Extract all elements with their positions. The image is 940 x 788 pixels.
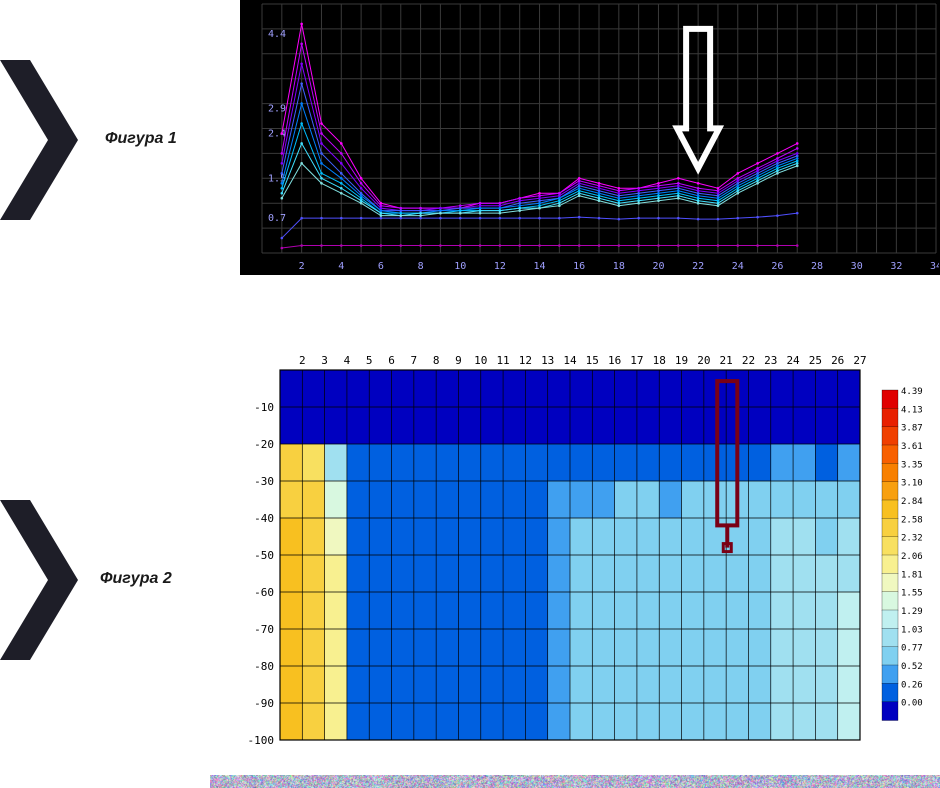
svg-text:34: 34 — [930, 261, 940, 272]
svg-text:1.55: 1.55 — [901, 589, 923, 599]
svg-text:1.03: 1.03 — [901, 625, 923, 635]
svg-text:0.52: 0.52 — [901, 662, 923, 672]
svg-text:5: 5 — [366, 354, 373, 367]
svg-text:3.35: 3.35 — [901, 460, 923, 470]
svg-text:20: 20 — [697, 354, 710, 367]
svg-text:28: 28 — [811, 261, 823, 272]
svg-text:2.9: 2.9 — [268, 104, 286, 115]
svg-text:9: 9 — [455, 354, 462, 367]
svg-text:15: 15 — [586, 354, 599, 367]
svg-text:2: 2 — [299, 261, 305, 272]
svg-text:18: 18 — [653, 354, 666, 367]
svg-text:-70: -70 — [254, 623, 274, 636]
svg-text:12: 12 — [519, 354, 532, 367]
svg-text:4.4: 4.4 — [268, 29, 286, 40]
svg-text:3.87: 3.87 — [901, 424, 923, 434]
svg-text:-40: -40 — [254, 512, 274, 525]
svg-text:19: 19 — [675, 354, 688, 367]
svg-text:4.39: 4.39 — [901, 387, 923, 397]
svg-text:17: 17 — [630, 354, 643, 367]
svg-text:11: 11 — [496, 354, 509, 367]
svg-text:12: 12 — [494, 261, 506, 272]
svg-text:10: 10 — [454, 261, 466, 272]
svg-text:8: 8 — [433, 354, 440, 367]
svg-text:-80: -80 — [254, 660, 274, 673]
svg-text:2.32: 2.32 — [901, 534, 923, 544]
svg-text:2.84: 2.84 — [901, 497, 923, 507]
figure-1-label: Фигура 1 — [105, 130, 177, 148]
svg-text:0.26: 0.26 — [901, 680, 923, 690]
color-legend: 4.39 4.13 3.87 3.61 3.35 3.10 2.84 2.58 2.32 2.06… — [882, 387, 923, 721]
svg-text:-10: -10 — [254, 401, 274, 414]
svg-text:4: 4 — [344, 354, 351, 367]
svg-text:1.29: 1.29 — [901, 607, 923, 617]
svg-text:6: 6 — [388, 354, 395, 367]
svg-text:26: 26 — [771, 261, 783, 272]
svg-text:0.00: 0.00 — [901, 699, 923, 709]
pointer-shape-1 — [0, 60, 80, 220]
svg-text:30: 30 — [851, 261, 863, 272]
svg-text:-50: -50 — [254, 549, 274, 562]
svg-text:6: 6 — [378, 261, 384, 272]
svg-text:14: 14 — [534, 261, 546, 272]
svg-text:25: 25 — [809, 354, 822, 367]
svg-text:24: 24 — [786, 354, 800, 367]
svg-text:0.7: 0.7 — [268, 213, 286, 224]
noise-strip — [210, 775, 940, 788]
svg-text:27: 27 — [853, 354, 866, 367]
svg-text:-100: -100 — [248, 734, 275, 747]
svg-text:10: 10 — [474, 354, 487, 367]
svg-text:7: 7 — [411, 354, 418, 367]
chart-1-line: 2468101214161820222426283032340.71.52.42… — [240, 0, 940, 275]
svg-text:18: 18 — [613, 261, 625, 272]
svg-text:16: 16 — [608, 354, 621, 367]
svg-text:3.10: 3.10 — [901, 479, 923, 489]
svg-text:22: 22 — [692, 261, 704, 272]
svg-text:-20: -20 — [254, 438, 274, 451]
svg-text:20: 20 — [652, 261, 664, 272]
svg-text:4.13: 4.13 — [901, 405, 923, 415]
svg-text:32: 32 — [890, 261, 902, 272]
svg-text:2: 2 — [299, 354, 306, 367]
svg-text:0.77: 0.77 — [901, 644, 923, 654]
svg-text:24: 24 — [732, 261, 744, 272]
chart-2-heatmap: 2345678910111213141516171819202122232425… — [240, 350, 940, 750]
svg-text:22: 22 — [742, 354, 755, 367]
svg-text:26: 26 — [831, 354, 844, 367]
figure-2-label: Фигура 2 — [100, 570, 172, 588]
svg-text:3.61: 3.61 — [901, 442, 923, 452]
svg-text:-30: -30 — [254, 475, 274, 488]
svg-text:1.81: 1.81 — [901, 570, 923, 580]
svg-text:21: 21 — [720, 354, 733, 367]
svg-text:-90: -90 — [254, 697, 274, 710]
svg-text:2.58: 2.58 — [901, 515, 923, 525]
svg-text:14: 14 — [563, 354, 577, 367]
svg-text:23: 23 — [764, 354, 777, 367]
svg-text:16: 16 — [573, 261, 585, 272]
svg-text:2.06: 2.06 — [901, 552, 923, 562]
svg-text:4: 4 — [338, 261, 344, 272]
svg-text:-60: -60 — [254, 586, 274, 599]
svg-text:3: 3 — [321, 354, 328, 367]
svg-text:2.4: 2.4 — [268, 128, 286, 139]
pointer-shape-2 — [0, 500, 80, 660]
svg-text:8: 8 — [418, 261, 424, 272]
svg-text:13: 13 — [541, 354, 554, 367]
